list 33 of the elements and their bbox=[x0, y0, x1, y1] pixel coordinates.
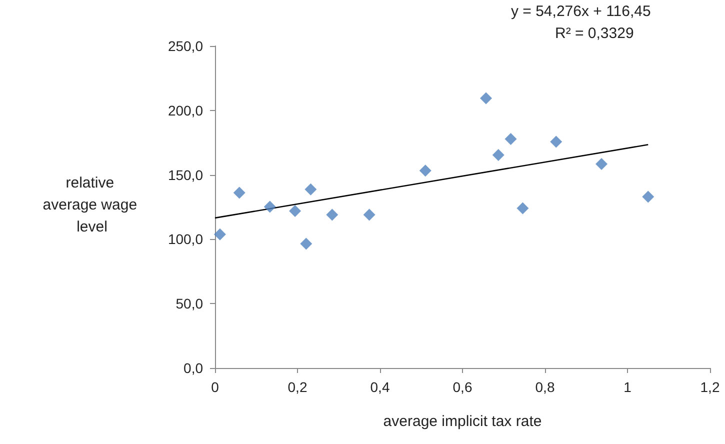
point bbox=[304, 183, 317, 196]
point bbox=[492, 148, 504, 161]
point bbox=[550, 136, 562, 148]
x-tick-label: 0,4 bbox=[370, 379, 390, 395]
y-tick-label: 150,0 bbox=[168, 166, 204, 183]
point bbox=[326, 208, 338, 221]
point bbox=[419, 164, 432, 177]
point bbox=[596, 158, 608, 170]
point bbox=[363, 208, 376, 221]
y-tick-label: 0,0 bbox=[184, 360, 204, 376]
point bbox=[264, 200, 276, 213]
x-tick-label: 0,2 bbox=[288, 379, 308, 395]
point bbox=[504, 132, 517, 145]
point bbox=[480, 92, 492, 104]
x-tick-label: 0,6 bbox=[452, 379, 472, 395]
x-tick-label: 0,8 bbox=[535, 379, 555, 395]
point bbox=[233, 186, 246, 199]
y-tick-label: 100,0 bbox=[168, 231, 204, 248]
point bbox=[214, 228, 226, 240]
point bbox=[642, 190, 654, 203]
y-tick-label: 50,0 bbox=[176, 296, 204, 312]
y-tick-label: 250,0 bbox=[168, 38, 204, 54]
point bbox=[289, 204, 302, 217]
y-axis-title: relative average wage level bbox=[42, 174, 142, 236]
x-tick-label: 0 bbox=[211, 379, 220, 395]
x-tick-label: 1 bbox=[624, 379, 632, 395]
x-tick-label: 1,2 bbox=[700, 379, 720, 395]
y-tick-label: 200,0 bbox=[168, 102, 204, 118]
x-axis-title: average implicit tax rate bbox=[383, 413, 542, 430]
text: y = 54,276x + 116,45 bbox=[511, 3, 651, 20]
text: R² = 0,3329 bbox=[555, 25, 634, 42]
point bbox=[300, 238, 312, 250]
point bbox=[516, 202, 529, 214]
